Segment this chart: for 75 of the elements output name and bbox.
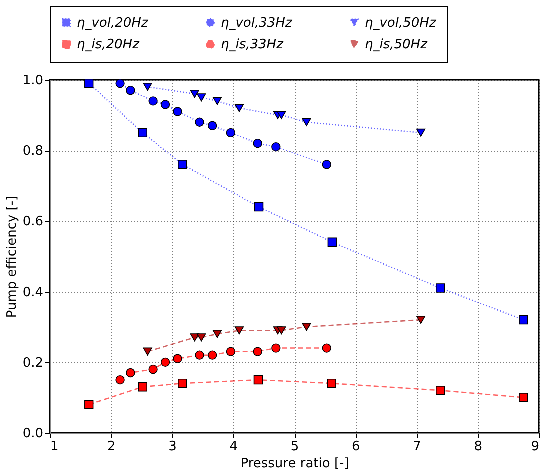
point — [195, 118, 204, 127]
point — [160, 100, 170, 110]
point — [178, 378, 188, 388]
point — [416, 316, 426, 324]
point — [197, 94, 206, 102]
point — [190, 90, 200, 98]
x-tick-label: 1 — [50, 440, 59, 454]
x-tick-label: 4 — [230, 440, 238, 454]
point — [84, 400, 94, 410]
legend-label: η_is,20Hz — [77, 38, 141, 52]
point — [126, 368, 136, 378]
x-tick-label: 7 — [413, 440, 422, 454]
point — [212, 330, 222, 338]
point — [208, 350, 218, 360]
point — [116, 375, 125, 385]
y-tick-label: 0.8 — [22, 144, 44, 160]
point — [226, 128, 236, 138]
x-axis-title: Pressure ratio [-] — [240, 456, 350, 472]
point — [254, 375, 264, 385]
point — [173, 354, 182, 364]
point — [143, 83, 152, 92]
legend-label: η_vol,33Hz — [221, 16, 294, 31]
point — [138, 382, 148, 392]
legend-label: η_is,33Hz — [221, 38, 285, 52]
point — [272, 344, 281, 353]
point — [327, 378, 336, 388]
point — [519, 393, 528, 402]
point — [302, 323, 312, 332]
point — [302, 118, 312, 126]
point — [253, 347, 262, 356]
legend-label: η_is,50Hz — [365, 38, 429, 52]
point — [436, 386, 446, 396]
point — [143, 348, 152, 356]
legend-label: η_vol,50Hz — [365, 16, 438, 31]
point — [322, 344, 332, 353]
x-tick-label: 9 — [531, 440, 540, 454]
point — [208, 121, 218, 130]
point — [212, 97, 222, 106]
y-tick-label: 1.0 — [22, 74, 44, 88]
y-tick-label: 0.0 — [22, 426, 44, 442]
point — [322, 160, 332, 170]
point — [254, 202, 264, 212]
point — [234, 326, 244, 335]
point — [226, 347, 236, 356]
point — [195, 350, 204, 360]
point — [148, 364, 158, 374]
point — [253, 138, 262, 148]
point — [190, 334, 200, 342]
y-tick-label: 0.2 — [22, 356, 44, 371]
point — [436, 284, 446, 293]
x-tick-label: 2 — [107, 440, 116, 454]
y-axis-title: Pump efficiency [-] — [4, 196, 20, 318]
x-tick-label: 3 — [168, 440, 177, 454]
point — [416, 128, 426, 137]
x-tick-label: 6 — [352, 440, 360, 454]
y-tick-label: 0.4 — [22, 285, 44, 300]
x-tick-label: 8 — [474, 440, 483, 454]
point — [272, 142, 281, 152]
point — [234, 104, 244, 112]
point — [277, 111, 286, 120]
point — [160, 358, 170, 367]
point — [277, 326, 286, 335]
legend-label: η_vol,20Hz — [77, 16, 150, 31]
point — [148, 96, 158, 106]
point — [178, 160, 188, 170]
point — [173, 107, 182, 116]
point — [126, 86, 136, 96]
point — [116, 78, 125, 88]
point — [84, 78, 94, 88]
y-tick-label: 0.6 — [22, 214, 44, 230]
point — [138, 128, 148, 138]
x-tick-label: 5 — [290, 440, 300, 454]
point — [197, 334, 206, 342]
point — [328, 238, 337, 247]
point — [519, 315, 528, 325]
